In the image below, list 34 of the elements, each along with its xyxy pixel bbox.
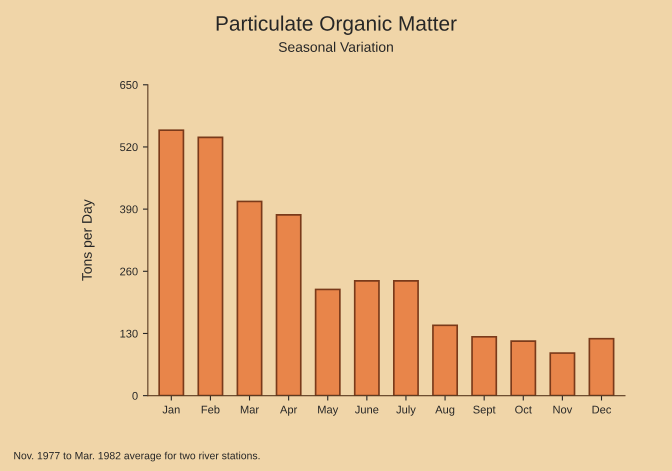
chart-title: Particulate Organic Matter [216, 16, 457, 35]
x-tick-label: July [396, 405, 416, 416]
y-tick-label: 130 [120, 330, 138, 338]
x-tick-label: Dec [592, 406, 612, 414]
x-tick-label: May [318, 406, 338, 416]
y-tick-label: 390 [120, 205, 138, 214]
y-tick-label: 260 [120, 268, 138, 276]
x-tick-label: Apr [280, 406, 298, 416]
bar [549, 352, 576, 396]
x-tick-label: Sept [473, 406, 496, 416]
x-tick-label: Oct [515, 406, 532, 414]
x-tick-label: June [354, 406, 378, 414]
text: Nov. 1977 to Mar. 1982 average for two river stations. [14, 452, 260, 462]
bar [392, 280, 419, 396]
y-tick-label: 650 [120, 81, 138, 89]
bar [197, 136, 224, 396]
bar [276, 214, 302, 396]
x-tick-label: Nov [553, 406, 572, 414]
bar [432, 324, 458, 396]
x-tick-label: Aug [435, 406, 454, 416]
bar [471, 336, 498, 396]
bar [510, 340, 536, 396]
x-tick-label: Mar [240, 406, 259, 414]
y-tick-label: 520 [120, 143, 138, 152]
y-axis-title: Tons per Day [82, 199, 95, 281]
bar [354, 280, 380, 396]
y-tick-label: 0 [132, 392, 138, 400]
x-tick-label: Feb [202, 405, 220, 414]
bar [588, 338, 614, 396]
chart-subtitle: Seasonal Variation [278, 42, 393, 52]
bar [236, 200, 262, 396]
bar [158, 129, 184, 396]
x-tick-label: Jan [162, 406, 180, 414]
bar [314, 288, 341, 396]
